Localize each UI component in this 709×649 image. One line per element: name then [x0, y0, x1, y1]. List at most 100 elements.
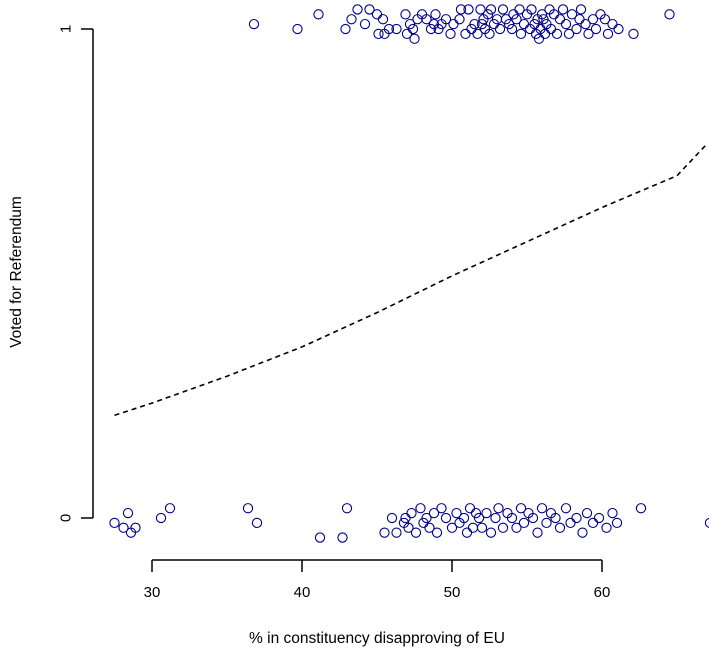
data-point — [454, 14, 465, 25]
x-tick-label: 30 — [144, 584, 161, 601]
data-point — [577, 527, 588, 538]
data-point — [494, 23, 506, 35]
data-point — [551, 28, 563, 40]
data-point — [587, 14, 599, 25]
y-ticks: 01 — [58, 25, 93, 522]
data-point — [511, 14, 522, 25]
data-point — [566, 9, 578, 20]
data-point — [536, 503, 548, 514]
data-point — [599, 14, 611, 25]
data-point — [473, 512, 485, 524]
data-point — [415, 503, 426, 514]
data-point — [314, 532, 326, 543]
data-point — [440, 14, 452, 25]
data-point — [587, 517, 599, 529]
data-point — [571, 512, 582, 524]
data-point — [122, 507, 134, 519]
data-point — [377, 14, 389, 25]
data-point — [526, 4, 537, 15]
data-point — [469, 18, 480, 30]
data-point — [602, 28, 614, 40]
data-point — [242, 503, 254, 514]
y-tick-label: 0 — [58, 514, 75, 522]
data-point — [557, 4, 569, 15]
x-tick-label: 50 — [444, 584, 461, 601]
data-point — [371, 9, 383, 20]
data-point — [440, 512, 452, 524]
data-point — [541, 517, 552, 529]
data-point — [515, 28, 527, 40]
data-point — [421, 14, 432, 25]
data-point — [583, 28, 594, 40]
data-point — [506, 23, 518, 35]
data-point — [406, 507, 417, 519]
x-ticks: 30 40 50 60 — [144, 560, 611, 601]
data-point — [536, 9, 548, 20]
data-point — [635, 503, 647, 514]
data-point — [428, 507, 440, 519]
data-point — [467, 522, 479, 533]
data-point — [511, 522, 522, 533]
data-points — [109, 4, 709, 543]
x-tick-label: 60 — [594, 584, 611, 601]
data-point — [497, 522, 509, 533]
data-point — [497, 4, 509, 15]
data-point — [460, 28, 471, 40]
data-point — [518, 517, 530, 529]
data-point — [485, 527, 497, 538]
data-point — [463, 4, 474, 15]
data-point — [563, 28, 575, 40]
data-point — [601, 522, 612, 533]
data-point — [580, 18, 591, 30]
y-tick-label: 1 — [58, 25, 75, 33]
data-point — [359, 18, 371, 30]
data-point — [118, 522, 129, 533]
data-point — [407, 23, 419, 35]
data-point — [490, 512, 501, 524]
data-point — [155, 512, 167, 524]
data-point — [386, 512, 398, 524]
data-point — [527, 512, 539, 524]
data-point — [628, 28, 639, 40]
data-point — [575, 4, 587, 15]
data-point — [346, 14, 357, 25]
data-point — [704, 517, 709, 528]
x-tick-label: 40 — [294, 584, 311, 601]
data-point — [251, 517, 263, 529]
data-point — [506, 512, 518, 524]
data-point — [613, 23, 624, 35]
data-point — [607, 507, 618, 519]
data-point — [484, 28, 495, 40]
data-point — [485, 4, 497, 15]
x-axis: 30 40 50 60 — [144, 559, 611, 601]
data-point — [340, 23, 351, 35]
data-point — [430, 9, 441, 20]
data-point — [493, 503, 504, 514]
data-point — [461, 527, 473, 538]
data-point — [403, 522, 414, 533]
x-axis-label: % in constituency disapproving of EU — [249, 630, 505, 647]
data-point — [383, 23, 395, 35]
data-point — [164, 503, 176, 514]
data-point — [464, 503, 476, 514]
data-point — [379, 527, 390, 538]
data-point — [560, 503, 572, 514]
data-point — [391, 23, 402, 35]
data-point — [424, 522, 435, 533]
y-axis: 01 — [58, 25, 94, 522]
data-point — [431, 527, 443, 538]
data-point — [400, 9, 411, 20]
data-point — [554, 14, 566, 25]
data-point — [574, 14, 585, 25]
fitted-curve — [114, 143, 708, 417]
data-point — [337, 532, 348, 543]
data-point — [448, 18, 459, 30]
data-point — [571, 23, 582, 35]
data-point — [581, 507, 593, 519]
data-point — [593, 512, 605, 524]
data-point — [565, 517, 576, 529]
data-point — [607, 18, 618, 30]
data-point — [455, 4, 467, 15]
data-point — [313, 9, 324, 20]
